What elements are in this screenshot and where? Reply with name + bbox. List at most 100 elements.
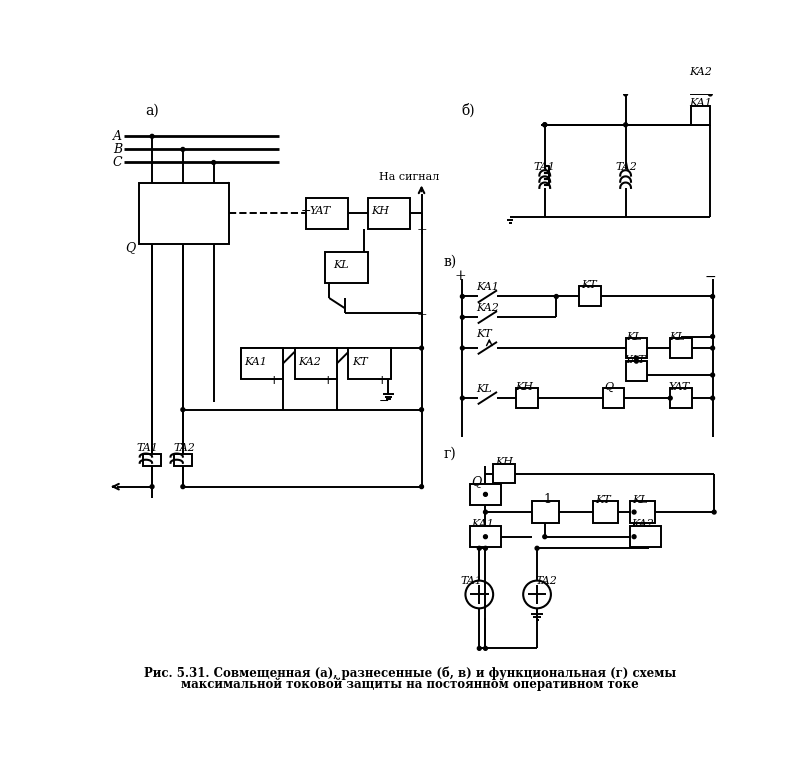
Circle shape (554, 294, 558, 298)
Circle shape (181, 408, 185, 412)
Text: KH: KH (515, 381, 534, 392)
Circle shape (632, 535, 636, 539)
Text: TA1: TA1 (534, 162, 555, 172)
Text: +: + (416, 224, 426, 236)
Circle shape (483, 547, 487, 550)
Text: TA2: TA2 (535, 576, 558, 586)
Circle shape (483, 511, 487, 514)
Circle shape (461, 294, 464, 298)
Text: TA2: TA2 (615, 162, 638, 172)
Circle shape (535, 547, 539, 550)
Text: YAT: YAT (625, 355, 646, 365)
Circle shape (478, 647, 482, 651)
Text: Рис. 5.31. Совмещенная (а), разнесенные (б, в) и функциональная (г) схемы: Рис. 5.31. Совмещенная (а), разнесенные … (144, 666, 676, 680)
Bar (691, 74, 710, 94)
Circle shape (543, 535, 546, 539)
Bar (626, 338, 647, 358)
Text: C: C (113, 156, 122, 169)
Text: На сигнал: На сигнал (379, 172, 439, 182)
Text: KL: KL (476, 384, 492, 394)
Circle shape (478, 547, 482, 550)
Text: KH: KH (495, 457, 514, 467)
Circle shape (668, 396, 672, 400)
Text: KT: KT (581, 280, 597, 290)
Bar (349, 348, 390, 379)
Text: +: + (269, 374, 280, 387)
Bar (493, 464, 514, 483)
Circle shape (708, 92, 712, 96)
Bar (532, 501, 558, 523)
Circle shape (710, 396, 714, 400)
Circle shape (712, 511, 716, 514)
Text: A: A (113, 130, 122, 143)
Text: KA2: KA2 (298, 357, 322, 367)
Text: −: − (379, 395, 390, 409)
Text: KA2: KA2 (631, 519, 654, 529)
Text: KA2: KA2 (476, 303, 499, 313)
Text: KT: KT (594, 495, 610, 505)
Text: TA1: TA1 (137, 443, 158, 453)
Circle shape (710, 373, 714, 377)
Bar (691, 106, 710, 124)
Circle shape (483, 647, 487, 651)
Text: максимальной токовой защиты на постоянном оперативном токе: максимальной токовой защиты на постоянно… (181, 677, 639, 691)
Text: YAT: YAT (310, 206, 331, 216)
Text: +: + (416, 309, 426, 323)
Circle shape (634, 359, 638, 363)
Text: KT: KT (476, 329, 492, 339)
Text: KL: KL (632, 495, 647, 505)
Text: B: B (113, 143, 122, 156)
Circle shape (624, 92, 627, 96)
Bar (630, 501, 655, 523)
Bar (626, 361, 647, 381)
Text: TA2: TA2 (174, 443, 195, 453)
Circle shape (461, 316, 464, 319)
Circle shape (420, 346, 423, 350)
Text: −: − (705, 269, 717, 283)
Text: KA1: KA1 (689, 98, 712, 108)
Bar (241, 348, 283, 379)
Circle shape (710, 346, 714, 350)
Circle shape (461, 396, 464, 400)
Text: +: + (323, 374, 334, 387)
Text: YAT: YAT (669, 381, 690, 392)
Bar (470, 484, 501, 505)
Bar (294, 348, 337, 379)
Text: KL: KL (626, 331, 642, 341)
Text: г): г) (444, 446, 457, 460)
Text: KL: KL (669, 331, 684, 341)
Circle shape (710, 294, 714, 298)
Bar (470, 526, 501, 547)
Text: KH: KH (371, 206, 390, 216)
Circle shape (543, 123, 546, 127)
Circle shape (483, 535, 487, 539)
Text: −: − (301, 204, 311, 218)
Bar (594, 501, 618, 523)
Bar (174, 453, 192, 466)
Bar (326, 252, 368, 283)
Circle shape (483, 493, 487, 496)
Text: Q: Q (125, 241, 135, 254)
Bar (306, 198, 349, 229)
Text: б): б) (461, 103, 474, 118)
Circle shape (624, 123, 627, 127)
Text: KT: KT (352, 357, 368, 367)
Bar (139, 182, 229, 244)
Text: KA1: KA1 (476, 282, 499, 292)
Bar (602, 388, 624, 408)
Text: KA1: KA1 (472, 519, 494, 529)
Text: +: + (377, 374, 387, 387)
Text: KL: KL (333, 260, 349, 270)
Circle shape (634, 356, 638, 360)
Text: в): в) (443, 254, 457, 269)
Text: Q: Q (472, 475, 482, 489)
Text: 1: 1 (543, 493, 551, 507)
Circle shape (632, 511, 636, 514)
Text: TA1: TA1 (461, 576, 482, 586)
Text: Q: Q (604, 381, 613, 392)
Bar (368, 198, 410, 229)
Circle shape (150, 135, 154, 139)
Bar (670, 388, 692, 408)
Circle shape (420, 408, 423, 412)
Circle shape (181, 485, 185, 489)
